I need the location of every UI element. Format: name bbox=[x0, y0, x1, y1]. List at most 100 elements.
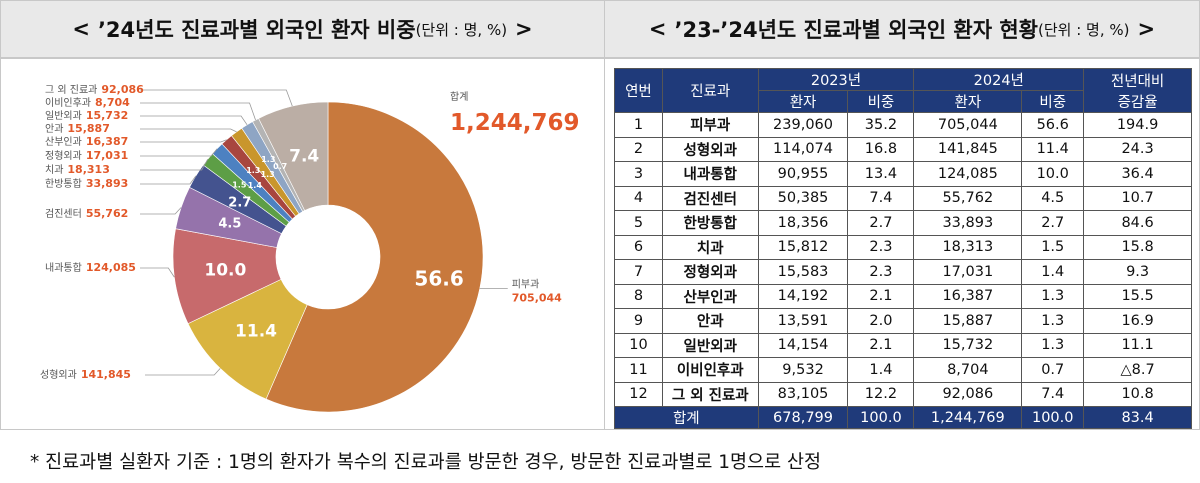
table-cell: 10.7 bbox=[1083, 185, 1192, 211]
table-cell: 141,845 bbox=[913, 136, 1023, 162]
table-cell: 진료과 bbox=[661, 68, 759, 113]
callout-label: 안과 15,887 bbox=[45, 122, 110, 135]
total-label: 합계 bbox=[450, 91, 468, 103]
chart: 56.611.410.04.52.71.5 1.41.3 1.31.30.77.4성… bbox=[40, 83, 580, 413]
table-cell: 56.6 bbox=[1021, 112, 1085, 138]
callout-label: 산부인과 16,387 bbox=[45, 135, 128, 148]
table-cell: 14,154 bbox=[757, 332, 849, 358]
table-cell: 16.8 bbox=[847, 136, 915, 162]
slice-label: 1.3 bbox=[246, 166, 260, 175]
category-label: 피부과 bbox=[512, 279, 540, 291]
callout-label: 내과통합 124,085 bbox=[45, 261, 136, 274]
table-row: 12 그 외 진료과 83,105 12.2 92,086 7.4 10.8 bbox=[614, 381, 1192, 407]
table-cell: 15,583 bbox=[757, 259, 849, 285]
table-cell: 이비인후과 bbox=[661, 357, 759, 383]
table-cell: 83,105 bbox=[757, 381, 849, 407]
slice-label: 56.6 bbox=[414, 267, 463, 291]
table-cell: 13,591 bbox=[757, 308, 849, 334]
count-label: 124,085 bbox=[86, 261, 136, 274]
pie-slice bbox=[265, 101, 484, 413]
table-row: 합계 678,799 100.0 1,244,769 100.0 83.4 bbox=[614, 406, 1192, 429]
category-label: 내과통합 bbox=[45, 262, 82, 274]
leader-line bbox=[140, 159, 209, 171]
table-cell: 12 bbox=[614, 381, 663, 407]
slice-label: 1.3 bbox=[261, 155, 275, 164]
table-row: 환자 비중 환자 비중 bbox=[615, 90, 1192, 113]
callout-label: 이비인후과 8,704 bbox=[45, 96, 130, 109]
table-cell: 100.0 bbox=[847, 406, 915, 429]
table-row: 4 검진센터 50,385 7.4 55,762 4.5 10.7 bbox=[614, 185, 1192, 211]
table-cell: 10.0 bbox=[1021, 161, 1085, 187]
table-row: 8 산부인과 14,192 2.1 16,387 1.3 15.5 bbox=[614, 283, 1192, 309]
table-cell: 환자 bbox=[757, 90, 849, 113]
table-cell: 2.7 bbox=[847, 210, 915, 236]
table-cell: 7.4 bbox=[847, 185, 915, 211]
table-cell: 합계 bbox=[614, 406, 759, 429]
table-cell: 비중 bbox=[1021, 90, 1085, 113]
category-label: 그 외 진료과 bbox=[45, 84, 97, 96]
table-cell: 8 bbox=[614, 283, 663, 309]
table-row: 연번 진료과 2023년 2024년 전년대비 증감율 bbox=[614, 68, 1192, 113]
table-cell: 114,074 bbox=[757, 136, 849, 162]
table-cell: 33,893 bbox=[913, 210, 1023, 236]
table-row: 6 치과 15,812 2.3 18,313 1.5 15.8 bbox=[614, 234, 1192, 260]
count-label: 17,031 bbox=[86, 149, 128, 162]
count-label: 15,732 bbox=[86, 109, 128, 122]
table-row: 11 이비인후과 9,532 1.4 8,704 0.7 △8.7 bbox=[614, 357, 1192, 383]
table-cell: 연번 bbox=[614, 68, 663, 113]
slice-label: 1.3 bbox=[261, 170, 275, 179]
category-label: 일반외과 bbox=[45, 110, 82, 122]
left-header: < ’24년도 진료과별 외국인 환자 비중 (단위 : 명, %) > bbox=[0, 0, 605, 58]
table-cell: 8,704 bbox=[913, 357, 1023, 383]
data-table: 연번 진료과 2023년 2024년 전년대비 증감율 환자 비중 환자 비중 1 피부과 239,06… bbox=[614, 68, 1192, 429]
bracket: < bbox=[648, 17, 667, 41]
table-cell: 1.3 bbox=[1021, 308, 1085, 334]
header-line: 전년대비 bbox=[1110, 73, 1165, 90]
category-label: 정형외과 bbox=[45, 150, 82, 162]
slice-label: 11.4 bbox=[235, 321, 277, 341]
callout-label: 치과 18,313 bbox=[45, 163, 110, 176]
table-cell: 9,532 bbox=[757, 357, 849, 383]
table-cell: 100.0 bbox=[1021, 406, 1085, 429]
table-cell: 2.7 bbox=[1021, 210, 1085, 236]
count-label: 33,893 bbox=[86, 177, 128, 190]
table-row: 10 일반외과 14,154 2.1 15,732 1.3 11.1 bbox=[614, 332, 1192, 358]
header-line: 증감율 bbox=[1117, 94, 1158, 111]
table-cell: 12.2 bbox=[847, 381, 915, 407]
table-cell: 35.2 bbox=[847, 112, 915, 138]
leader-line bbox=[140, 148, 218, 157]
table-row: 7 정형외과 15,583 2.3 17,031 1.4 9.3 bbox=[614, 259, 1192, 285]
table-cell: 한방통합 bbox=[661, 210, 759, 236]
table-cell: 1,244,769 bbox=[913, 406, 1023, 429]
category-label: 이비인후과 bbox=[45, 97, 91, 109]
count-label: 15,887 bbox=[67, 122, 109, 135]
table-cell: 비중 bbox=[847, 90, 915, 113]
table-cell: 18,313 bbox=[913, 234, 1023, 260]
count-label: 8,704 bbox=[95, 96, 130, 109]
table-cell: 2024년 bbox=[913, 68, 1085, 91]
count-label: 55,762 bbox=[86, 207, 128, 220]
table-cell: 15,812 bbox=[757, 234, 849, 260]
table-cell: 산부인과 bbox=[661, 283, 759, 309]
table-cell: 2.1 bbox=[847, 283, 915, 309]
bracket: < bbox=[72, 17, 90, 41]
slice-label: 1.5 bbox=[232, 180, 247, 189]
leader-line bbox=[140, 267, 175, 278]
table-cell: 0.7 bbox=[1021, 357, 1085, 383]
table-row: 2 성형외과 114,074 16.8 141,845 11.4 24.3 bbox=[614, 136, 1192, 162]
slice-label: 10.0 bbox=[204, 260, 246, 280]
table-cell: △8.7 bbox=[1083, 357, 1192, 383]
table-cell: 84.6 bbox=[1083, 210, 1192, 236]
table-cell: 92,086 bbox=[913, 381, 1023, 407]
table-cell: 4.5 bbox=[1021, 185, 1085, 211]
table-cell: 18,356 bbox=[757, 210, 849, 236]
table-cell: 83.4 bbox=[1083, 406, 1192, 429]
table-cell: 3 bbox=[614, 161, 663, 187]
table-cell: 1.5 bbox=[1021, 234, 1085, 260]
table-cell: 6 bbox=[614, 234, 663, 260]
table-cell: 678,799 bbox=[757, 406, 849, 429]
leader-line bbox=[140, 128, 237, 133]
table-cell: 16.9 bbox=[1083, 308, 1192, 334]
